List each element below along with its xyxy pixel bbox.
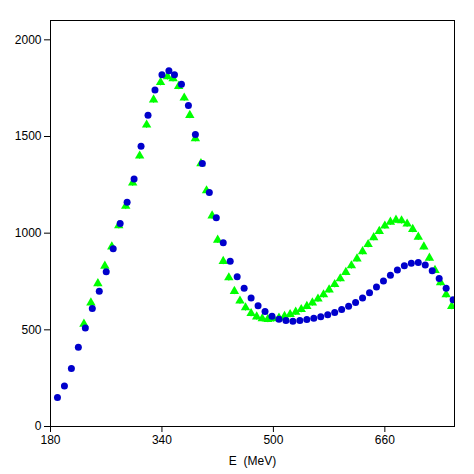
svg-text:660: 660 (375, 433, 395, 447)
svg-text:E (MeV): E (MeV) (229, 454, 276, 468)
svg-text:340: 340 (152, 433, 172, 447)
svg-text:180: 180 (40, 433, 60, 447)
svg-text:500: 500 (263, 433, 283, 447)
svg-text:500: 500 (21, 323, 41, 337)
svg-text:0: 0 (35, 419, 42, 433)
svg-text:1500: 1500 (15, 129, 42, 143)
svg-text:1000: 1000 (15, 226, 42, 240)
svg-text:2000: 2000 (15, 33, 42, 47)
